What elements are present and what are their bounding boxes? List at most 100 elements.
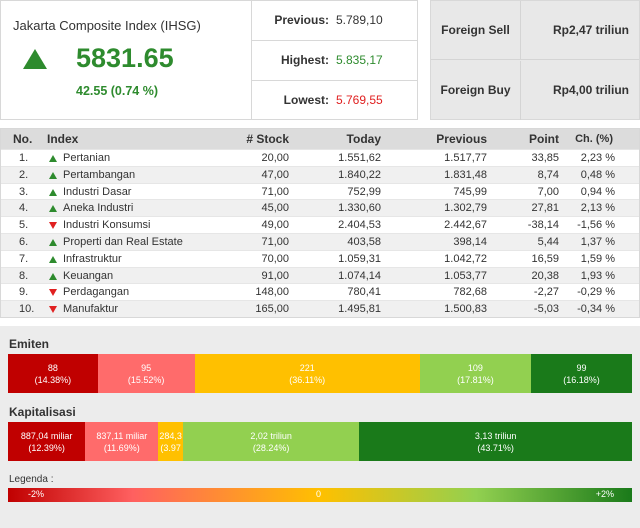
segment-percent: (43.71%) xyxy=(477,443,514,453)
stat-previous: Previous: 5.789,10 xyxy=(252,1,417,41)
emiten-segment: 221 (36.11%) xyxy=(194,354,420,393)
index-value: 5831.65 xyxy=(76,43,174,73)
foreign-buy-row: Foreign Buy Rp4,00 triliun xyxy=(431,61,639,120)
row-previous: 1.302,79 xyxy=(444,202,487,215)
row-stock: 70,00 xyxy=(261,252,289,265)
row-today: 1.059,31 xyxy=(338,252,381,265)
stat-value: 5.835,17 xyxy=(336,53,383,67)
table-row: 1. Pertanian 20,00 1.551,62 1.517,77 33,85 2,2… xyxy=(1,149,639,166)
segment-percent: (17.81%) xyxy=(457,375,494,385)
segment-value: 2,02 triliun xyxy=(250,431,292,441)
kapitalisasi-bar: 887,04 miliar (12.39%) 837,11 miliar (11.69… xyxy=(8,422,632,461)
up-triangle-icon xyxy=(49,272,57,280)
row-previous: 782,68 xyxy=(453,286,487,299)
up-triangle-icon xyxy=(49,205,57,213)
legend-gradient: -2% 0 +2% xyxy=(8,488,632,502)
table-header: No. Index # Stock Today Previous Point C… xyxy=(1,129,639,149)
foreign-sell-value: Rp2,47 triliun xyxy=(552,23,629,37)
row-point: 20,38 xyxy=(531,269,559,282)
row-index-name: Pertambangan xyxy=(63,168,136,181)
segment-percent: (3.97 xyxy=(160,443,181,453)
segment-percent: (36.11%) xyxy=(289,375,326,385)
row-index-name: Aneka Industri xyxy=(63,202,134,215)
row-no: 5. xyxy=(19,219,29,232)
down-triangle-icon xyxy=(49,289,57,297)
segment-value: 99 xyxy=(576,363,587,373)
segment-percent: (14.38%) xyxy=(34,375,72,385)
row-no: 7. xyxy=(19,252,29,265)
emiten-segment: 109 (17.81%) xyxy=(419,354,531,393)
table-row: 7. Infrastruktur 70,00 1.059,31 1.042,72 16,5… xyxy=(1,249,639,267)
row-no: 3. xyxy=(19,185,29,198)
kapitalisasi-title: Kapitalisasi xyxy=(9,405,76,419)
row-no: 10. xyxy=(19,303,35,316)
row-stock: 165,00 xyxy=(255,303,289,316)
table-row: 5. Industri Konsumsi 49,00 2.404,53 2.442,67… xyxy=(1,216,639,233)
header-point: Point xyxy=(529,132,559,146)
emiten-title: Emiten xyxy=(9,337,50,351)
segment-value: 3,13 triliun xyxy=(474,431,517,441)
segment-percent: (28.24%) xyxy=(252,443,290,453)
row-index-name: Pertanian xyxy=(63,152,111,164)
row-today: 403,58 xyxy=(347,235,381,248)
summary-panel: Jakarta Composite Index (IHSG) 5831.65 4… xyxy=(0,0,640,122)
segment-percent: (11.69%) xyxy=(103,443,140,453)
up-triangle-icon xyxy=(49,188,57,196)
emiten-segment: 95 (15.52%) xyxy=(97,354,195,393)
table-row: 3. Industri Dasar 71,00 752,99 745,99 7,00 0,9… xyxy=(1,182,639,200)
segment-value: 284,3 xyxy=(159,431,182,441)
row-point: 7,00 xyxy=(537,185,559,198)
row-point: -5,03 xyxy=(533,303,559,316)
row-today: 1.074,14 xyxy=(338,269,381,282)
row-stock: 45,00 xyxy=(261,202,289,215)
row-point: -2,27 xyxy=(533,286,559,299)
row-previous: 1.500,83 xyxy=(444,303,487,316)
foreign-buy-label: Foreign Buy xyxy=(431,61,521,120)
table-row: 8. Keuangan 91,00 1.074,14 1.053,77 20,38 1,93… xyxy=(1,266,639,284)
row-change: -1,56 % xyxy=(577,219,615,232)
row-stock: 148,00 xyxy=(255,286,289,299)
table-body: 1. Pertanian 20,00 1.551,62 1.517,77 33,85 2,2… xyxy=(1,149,639,317)
stat-highest: Highest: 5.835,17 xyxy=(252,41,417,81)
row-index-name: Industri Dasar xyxy=(63,185,132,198)
row-change: 2,23 % xyxy=(580,152,615,164)
foreign-sell-row: Foreign Sell Rp2,47 triliun xyxy=(431,1,639,60)
row-today: 1.551,62 xyxy=(338,152,381,164)
down-triangle-icon xyxy=(49,222,57,230)
table-row: 6. Properti dan Real Estate 71,00 403,58 398… xyxy=(1,232,639,250)
emiten-segment: 88 (14.38%) xyxy=(8,354,98,393)
down-triangle-icon xyxy=(49,306,57,314)
row-previous: 398,14 xyxy=(453,235,487,248)
row-stock: 71,00 xyxy=(261,235,289,248)
foreign-flow-card: Foreign Sell Rp2,47 triliun Foreign Buy … xyxy=(430,0,640,120)
distribution-panel: Emiten 88 (14.38%) 95 (15.52%) 221 (36.11%) 10… xyxy=(0,326,640,528)
row-stock: 20,00 xyxy=(261,152,289,164)
row-index-name: Perdagangan xyxy=(63,286,130,299)
row-previous: 1.831,48 xyxy=(444,168,487,181)
row-index-name: Manufaktur xyxy=(63,303,119,316)
stat-label: Lowest: xyxy=(283,93,329,107)
index-change: 42.55 (0.74 %) xyxy=(76,84,158,98)
row-no: 2. xyxy=(19,168,29,181)
row-point: 8,74 xyxy=(537,168,559,181)
row-previous: 2.442,67 xyxy=(444,219,487,232)
row-today: 2.404,53 xyxy=(338,219,381,232)
segment-value: 837,11 miliar xyxy=(96,431,148,441)
row-change: 1,59 % xyxy=(580,252,615,265)
header-change: Ch. (%) xyxy=(575,133,613,145)
row-change: 1,93 % xyxy=(580,269,615,282)
up-triangle-icon xyxy=(49,171,57,179)
row-index-name: Infrastruktur xyxy=(63,252,122,265)
segment-percent: (15.52%) xyxy=(127,375,165,385)
row-previous: 1.517,77 xyxy=(444,152,487,164)
row-previous: 745,99 xyxy=(453,185,487,198)
row-previous: 1.042,72 xyxy=(444,252,487,265)
legend-min: -2% xyxy=(28,489,45,499)
segment-percent: (16.18%) xyxy=(563,375,600,385)
emiten-bar: 88 (14.38%) 95 (15.52%) 221 (36.11%) 109 (17.81… xyxy=(8,354,632,393)
row-no: 1. xyxy=(19,152,29,164)
segment-value: 887,04 miliar xyxy=(20,431,73,441)
legend-mid: 0 xyxy=(316,489,322,499)
row-change: -0,29 % xyxy=(577,286,615,299)
segment-value: 88 xyxy=(47,363,58,373)
